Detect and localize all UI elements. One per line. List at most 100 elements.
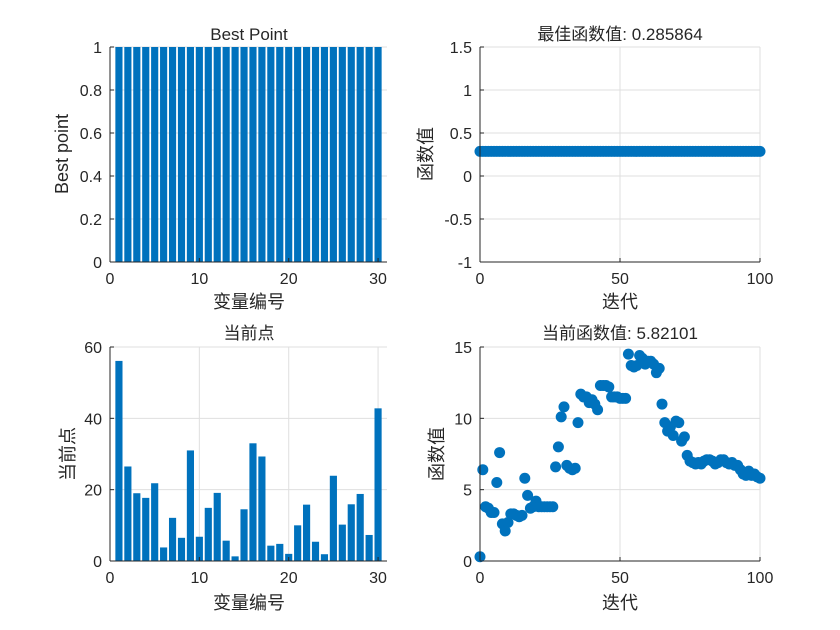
bar-18 bbox=[267, 545, 275, 561]
bar-5 bbox=[151, 47, 159, 262]
x-tick-label: 50 bbox=[611, 570, 629, 587]
bar-9 bbox=[186, 450, 194, 561]
x-tick-label: 20 bbox=[280, 570, 298, 587]
bar-3 bbox=[133, 493, 141, 561]
point-65 bbox=[656, 398, 668, 410]
bar-22 bbox=[303, 504, 311, 561]
bar-2 bbox=[124, 466, 132, 561]
point-29 bbox=[555, 411, 567, 423]
subplot-4-title: 当前函数值: 5.82101 bbox=[542, 324, 698, 343]
plot-area: 0 50 100 -1 -0.5 0 0.5 1 1.5 bbox=[444, 40, 773, 288]
y-tick-label: 1.5 bbox=[450, 40, 472, 57]
bar-16 bbox=[249, 47, 257, 262]
subplot-current-function-value: 0 50 100 0 5 10 15 当前函数值: 5.82101 迭代 函数值 bbox=[427, 324, 773, 613]
point-30 bbox=[558, 401, 570, 413]
bar-21 bbox=[294, 47, 302, 262]
bar-20 bbox=[285, 47, 293, 262]
subplot-4-ylabel: 函数值 bbox=[427, 427, 447, 481]
y-tick-label: 1 bbox=[463, 83, 472, 100]
bar-25 bbox=[329, 47, 337, 262]
point-73 bbox=[678, 431, 690, 443]
bar-8 bbox=[177, 47, 186, 262]
plot-area: 0 10 20 30 0 0.2 0.4 0.6 0.8 1 bbox=[80, 40, 387, 288]
bar-1 bbox=[115, 47, 123, 262]
bar-28 bbox=[356, 493, 364, 561]
bar-18 bbox=[267, 47, 275, 262]
bar-1 bbox=[115, 360, 123, 561]
x-tick-label: 10 bbox=[190, 570, 208, 587]
y-tick-label: 0.6 bbox=[80, 126, 102, 143]
point-71 bbox=[673, 417, 685, 429]
subplot-2-ylabel: 函数值 bbox=[416, 127, 436, 181]
point-9 bbox=[499, 525, 511, 537]
point-100 bbox=[754, 145, 766, 157]
subplot-best-function-value: 0 50 100-1-0.500.511.5 最佳函数值: 0.285864 迭代 … bbox=[416, 25, 773, 312]
bar-5 bbox=[151, 483, 159, 561]
point-1 bbox=[477, 464, 489, 476]
point-69 bbox=[667, 429, 679, 441]
y-tick-label: 0 bbox=[93, 255, 102, 272]
bar-14 bbox=[231, 47, 239, 262]
point-10 bbox=[502, 516, 514, 528]
point-46 bbox=[603, 381, 615, 393]
y-tick-label: 0 bbox=[93, 554, 102, 571]
x-tick-label: 20 bbox=[280, 271, 298, 288]
subplot-best-point: 0 10 20 30 0 0.2 0.4 0.6 0.8 1 Best Point 变量编号 Be… bbox=[52, 25, 387, 312]
x-tick-label: 0 bbox=[106, 271, 115, 288]
y-tick-label: 0.2 bbox=[80, 212, 102, 229]
point-6 bbox=[491, 477, 503, 489]
plot-area: 0 10 20 30 0 20 40 60 bbox=[84, 340, 387, 587]
y-tick-label: 0.5 bbox=[450, 126, 472, 143]
x-tick-label: 50 bbox=[611, 271, 629, 288]
bar-29 bbox=[365, 47, 373, 262]
x-tick-label: 0 bbox=[106, 570, 115, 587]
bar-21 bbox=[294, 525, 302, 561]
subplot-3-xlabel: 变量编号 bbox=[213, 593, 285, 613]
point-28 bbox=[552, 441, 564, 453]
y-tick-label: 0 bbox=[463, 554, 472, 571]
bar-23 bbox=[311, 47, 320, 262]
x-tick-label: 100 bbox=[747, 271, 774, 288]
point-52 bbox=[620, 392, 632, 404]
bar-3 bbox=[133, 47, 141, 262]
subplot-3-ylabel: 当前点 bbox=[58, 427, 78, 481]
bar-15 bbox=[240, 509, 248, 561]
bar-6 bbox=[160, 547, 168, 561]
y-tick-label: 60 bbox=[84, 340, 102, 357]
bar-10 bbox=[195, 536, 203, 561]
bar-22 bbox=[303, 47, 311, 262]
y-tick-label: 20 bbox=[84, 483, 102, 500]
bar-10 bbox=[195, 47, 203, 262]
bar-30 bbox=[374, 408, 382, 561]
subplot-1-xlabel: 变量编号 bbox=[213, 292, 285, 312]
bar-13 bbox=[222, 540, 230, 561]
x-tick-label: 10 bbox=[190, 271, 208, 288]
bar-11 bbox=[204, 507, 212, 561]
point-100 bbox=[754, 472, 766, 484]
bar-27 bbox=[347, 504, 355, 561]
bar-17 bbox=[258, 47, 266, 262]
bar-24 bbox=[320, 554, 329, 561]
x-tick-label: 0 bbox=[476, 271, 485, 288]
y-tick-label: 0.4 bbox=[80, 169, 102, 186]
bar-30 bbox=[374, 47, 382, 262]
y-tick-label: 0.8 bbox=[80, 83, 102, 100]
subplot-3-title: 当前点 bbox=[224, 324, 275, 343]
y-tick-label: -1 bbox=[458, 255, 472, 272]
bar-26 bbox=[338, 524, 346, 561]
bar-28 bbox=[356, 47, 364, 262]
bar-25 bbox=[329, 475, 337, 561]
point-53 bbox=[622, 348, 634, 360]
y-tick-label: 5 bbox=[463, 483, 472, 500]
plot-area: 0 50 100 0 5 10 15 bbox=[454, 340, 773, 587]
bar-12 bbox=[213, 47, 221, 262]
bar-7 bbox=[168, 47, 177, 262]
point-17 bbox=[522, 489, 534, 501]
subplot-1-ylabel: Best point bbox=[52, 114, 72, 194]
subplot-1-title: Best Point bbox=[210, 25, 288, 44]
bar-13 bbox=[222, 47, 230, 262]
point-64 bbox=[653, 362, 665, 374]
point-5 bbox=[488, 506, 500, 518]
point-42 bbox=[592, 404, 604, 416]
